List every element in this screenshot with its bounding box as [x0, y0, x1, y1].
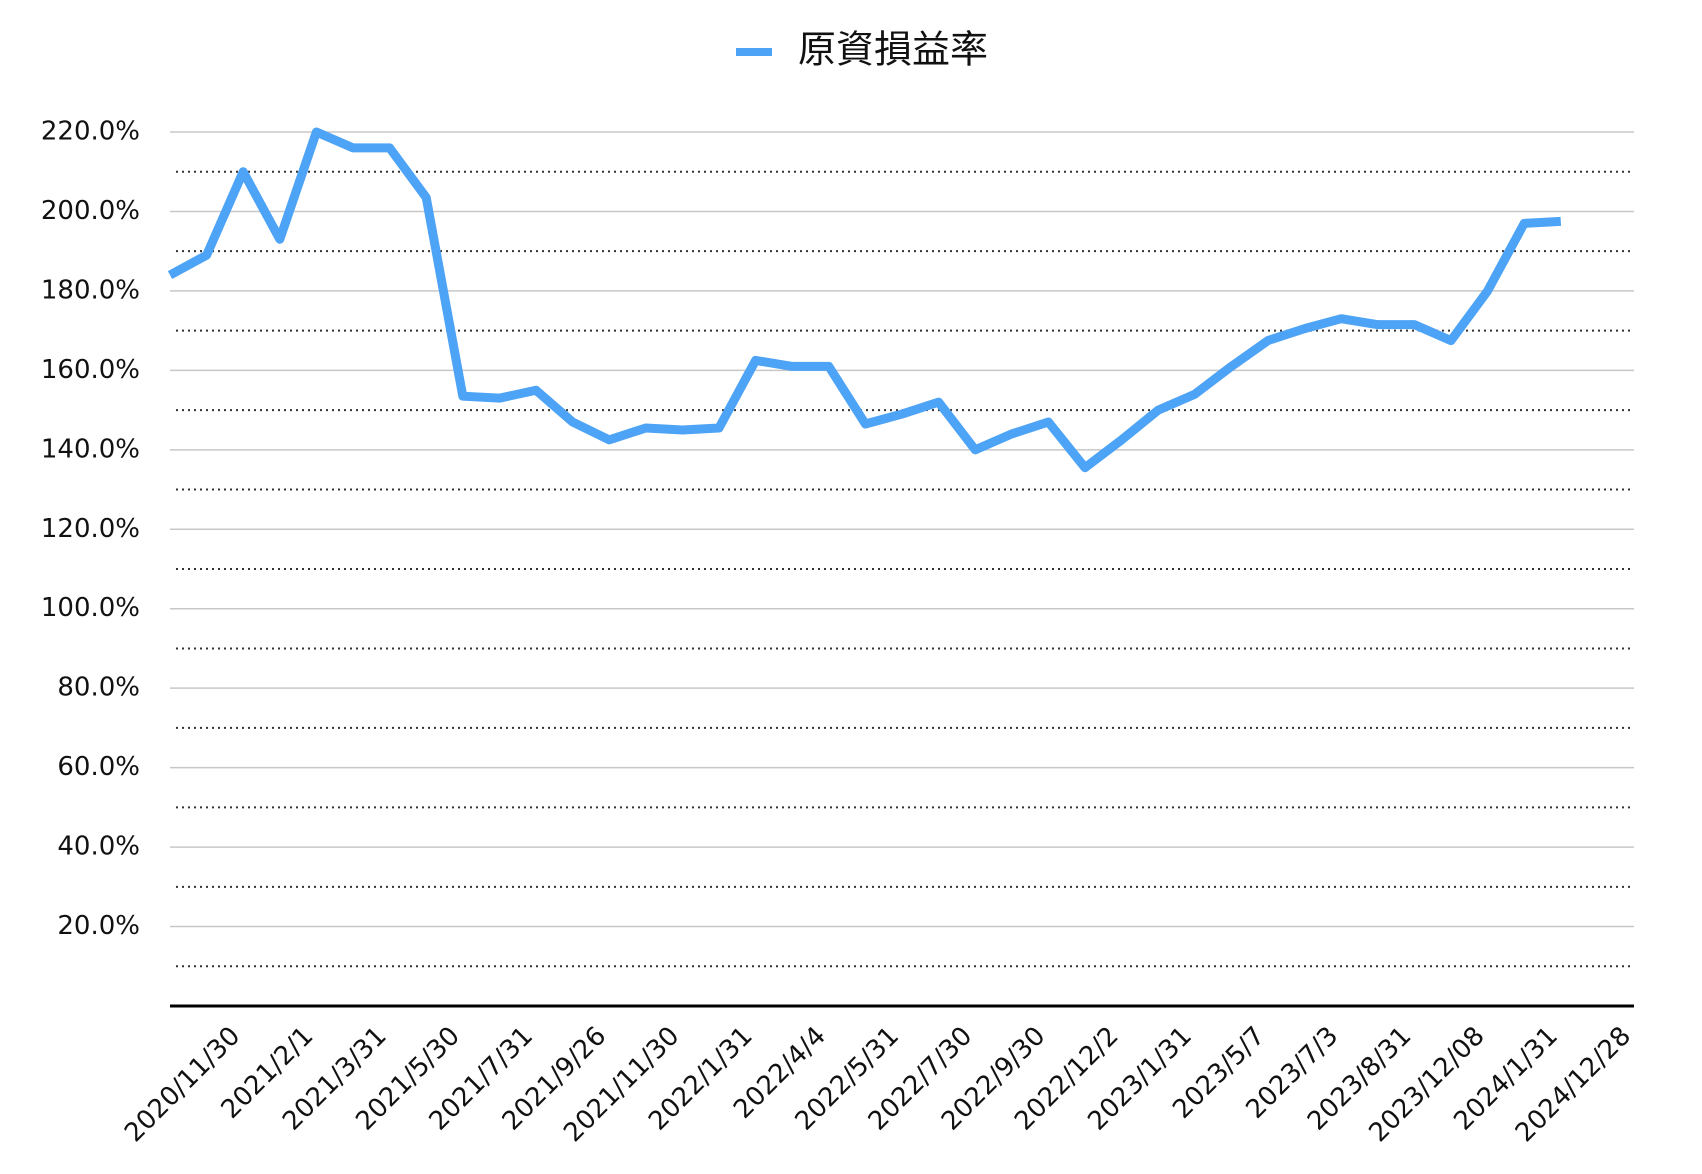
y-tick-label: 180.0%: [41, 275, 140, 305]
y-tick-label: 200.0%: [41, 196, 140, 226]
y-tick-label: 80.0%: [57, 673, 140, 703]
y-tick-label: 220.0%: [41, 117, 140, 147]
x-tick-label: 2020/11/30: [119, 1021, 246, 1148]
line-series: [167, 127, 1562, 473]
y-tick-label: 160.0%: [41, 355, 140, 385]
legend-label: 原資損益率: [798, 28, 988, 72]
y-tick-label: 20.0%: [57, 911, 140, 941]
y-tick-label: 60.0%: [57, 752, 140, 782]
y-tick-label: 140.0%: [41, 434, 140, 464]
y-tick-label: 40.0%: [57, 832, 140, 862]
y-tick-label: 100.0%: [41, 593, 140, 623]
y-tick-label: 120.0%: [41, 514, 140, 544]
